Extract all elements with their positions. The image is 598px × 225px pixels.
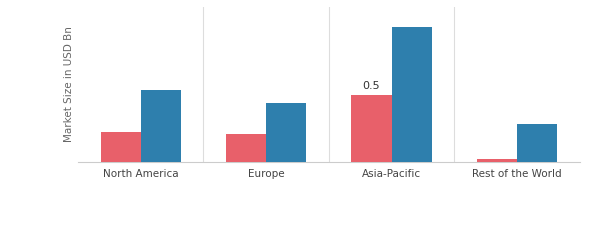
Text: 0.5: 0.5	[363, 81, 380, 91]
Bar	[100, 132, 141, 162]
Bar	[226, 134, 266, 162]
Bar	[141, 90, 181, 162]
Bar	[517, 124, 557, 162]
Y-axis label: Market Size in USD Bn: Market Size in USD Bn	[63, 27, 74, 142]
Bar	[352, 94, 392, 162]
Bar	[477, 159, 517, 162]
Bar	[266, 103, 306, 162]
Bar	[392, 27, 432, 162]
Legend: 2022, 2032: 2022, 2032	[266, 224, 392, 225]
